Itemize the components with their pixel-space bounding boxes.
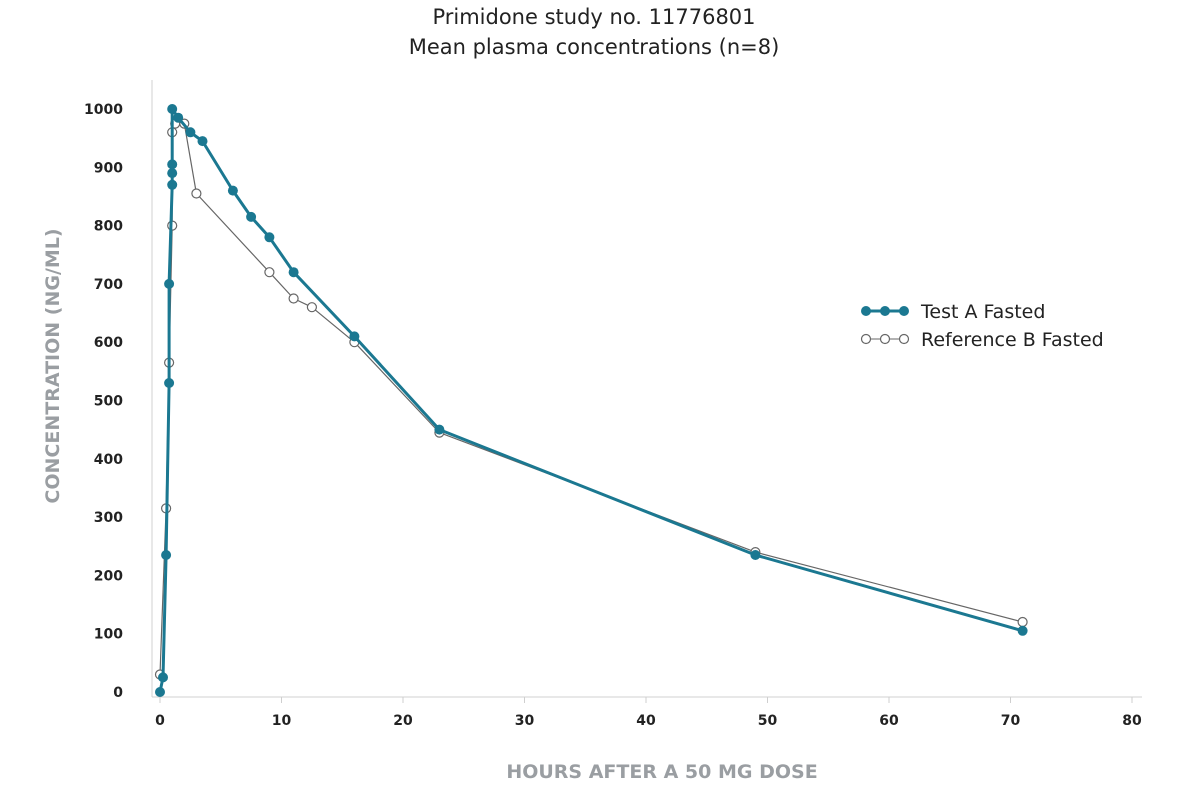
x-axis-label: HOURS AFTER A 50 MG DOSE [506, 761, 817, 783]
y-tick-label: 700 [94, 277, 123, 293]
y-ticks: 0 100 200 300 400 500 600 700 800 900 1000 [84, 102, 123, 701]
x-tick-label: 60 [879, 713, 899, 729]
data-point-test-a [164, 378, 175, 388]
chart-subtitle: Mean plasma concentrations (n=8) [409, 35, 780, 59]
data-point-test-a [167, 168, 178, 179]
y-tick-label: 300 [94, 510, 123, 526]
data-point-test-a [173, 112, 184, 123]
x-tick-label: 50 [758, 713, 778, 729]
legend-marker-reference-b [860, 333, 872, 345]
y-tick-label: 200 [94, 568, 123, 584]
x-tick-label: 80 [1122, 713, 1142, 729]
data-point-test-a [167, 179, 178, 190]
data-point-test-a [264, 232, 275, 243]
data-point-test-a [288, 267, 299, 278]
x-tick-label: 0 [155, 713, 165, 729]
legend-marker-test-a [880, 306, 890, 316]
data-point-reference-b [288, 293, 299, 304]
x-tick-label: 30 [515, 713, 535, 729]
y-tick-label: 100 [94, 627, 123, 643]
legend-marker-test-a [899, 306, 909, 316]
legend-item-test-a: Test A Fasted [861, 301, 1045, 323]
y-tick-label: 400 [94, 452, 123, 468]
data-point-test-a [164, 278, 175, 289]
data-point-test-a [246, 211, 257, 222]
data-point-reference-b [264, 267, 275, 278]
series-layer [154, 104, 1028, 697]
y-tick-label: 0 [113, 685, 123, 701]
x-ticks: 0 10 20 30 40 50 60 70 80 [155, 697, 1142, 729]
series-line-reference-b [159, 122, 1023, 675]
data-point-test-a [167, 104, 178, 114]
x-tick-label: 20 [393, 713, 413, 729]
chart-title: Primidone study no. 11776801 [432, 5, 755, 29]
legend-label-test-a: Test A Fasted [920, 301, 1045, 323]
legend-marker-reference-b [879, 333, 891, 345]
x-tick-label: 70 [1001, 713, 1021, 729]
data-point-test-a [167, 159, 178, 170]
data-point-test-a [227, 185, 238, 196]
data-point-test-a [185, 127, 196, 138]
x-tick-label: 10 [272, 713, 292, 729]
x-tick-label: 40 [636, 713, 656, 729]
data-point-test-a [158, 672, 168, 683]
legend-marker-reference-b [898, 333, 910, 345]
legend: Test A Fasted Reference B Fasted [860, 301, 1104, 351]
data-point-test-a [1017, 625, 1028, 636]
data-point-test-a [155, 687, 165, 697]
y-tick-label: 500 [94, 394, 123, 410]
legend-item-reference-b: Reference B Fasted [860, 329, 1104, 351]
data-point-reference-b [191, 188, 202, 199]
series-line-test-a [158, 107, 1024, 693]
data-point-reference-b [1017, 616, 1028, 628]
data-point-test-a [197, 136, 208, 147]
legend-marker-test-a [861, 306, 871, 316]
y-tick-label: 1000 [84, 102, 123, 118]
y-tick-label: 800 [94, 219, 123, 235]
data-point-test-a [434, 424, 445, 435]
y-tick-label: 600 [94, 335, 123, 351]
data-point-test-a [750, 550, 761, 560]
y-axis-label: CONCENTRATION (NG/ML) [42, 228, 64, 503]
data-point-reference-b [306, 302, 317, 313]
data-point-test-a [349, 331, 360, 342]
y-tick-label: 900 [94, 160, 123, 176]
series-test-a [155, 104, 1028, 697]
data-point-test-a [161, 550, 172, 560]
legend-label-reference-b: Reference B Fasted [921, 329, 1104, 351]
